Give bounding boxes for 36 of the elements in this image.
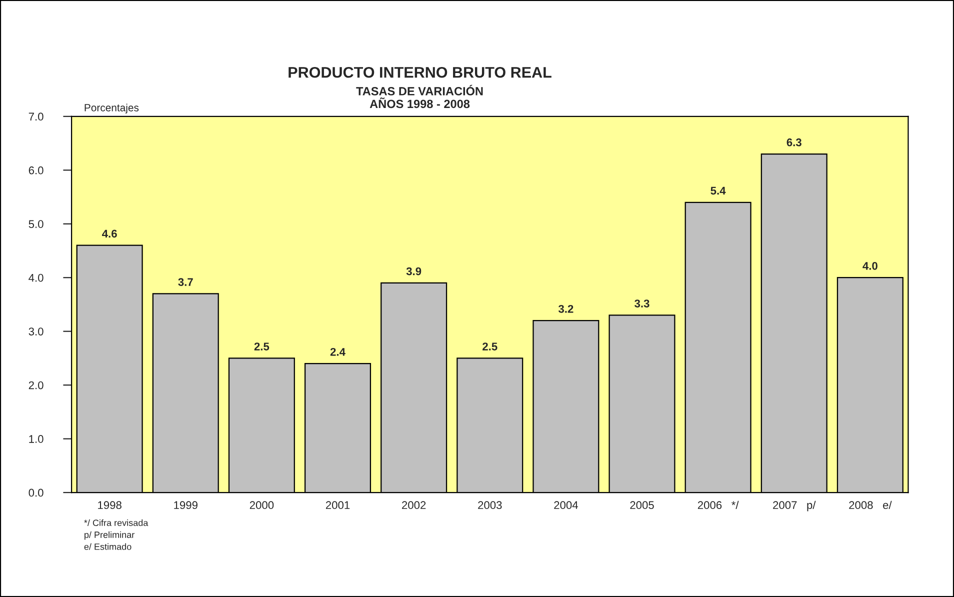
chart-subtitle: TASAS DE VARIACIÓN AÑOS 1998 - 2008 (356, 84, 483, 108)
data-label: 5.4 (710, 186, 726, 195)
data-label: 2.5 (482, 342, 498, 350)
y-tick-label: 1.0 (29, 435, 44, 443)
data-label: 3.9 (406, 267, 422, 276)
x-tick-label: 2001 (326, 501, 350, 510)
data-label: 2.4 (330, 348, 346, 356)
y-tick-label: 0.0 (28, 488, 44, 497)
text: */ Cifra revisada (84, 519, 148, 526)
y-tick-label: 7.0 (28, 112, 44, 121)
data-label: 2.5 (254, 342, 270, 350)
x-tick-label: 2002 (402, 501, 426, 510)
x-tick-label: 2003 (478, 501, 502, 510)
text: e/ Estimado (84, 543, 132, 550)
y-tick-label: 5.0 (28, 220, 44, 228)
data-label: 3.2 (558, 304, 574, 313)
x-tick-label: 2005 (630, 501, 654, 510)
y-tick-label: 2.0 (28, 381, 44, 390)
x-tick-label: 2007 p/ (773, 500, 816, 512)
data-label: 4.6 (102, 230, 117, 238)
x-tick-label: 2006 */ (698, 500, 739, 510)
data-label: 4.0 (862, 262, 878, 270)
data-label: 3.7 (178, 278, 193, 286)
x-tick-label: 2004 (554, 501, 578, 510)
y-tick-label: 3.0 (28, 328, 44, 336)
x-tick-label: 2000 (250, 501, 274, 510)
data-label: 3.3 (634, 300, 650, 308)
x-tick-label: 1998 (98, 501, 122, 510)
y-tick-label: 4.0 (28, 274, 44, 282)
x-tick-label: 2008 e/ (849, 500, 892, 510)
x-tick-label: 1999 (174, 501, 198, 510)
text: p/ Preliminar (84, 531, 134, 540)
y-axis-title: Porcentajes (84, 104, 139, 114)
data-label: 6.3 (786, 138, 802, 146)
y-tick-label: 6.0 (28, 166, 44, 174)
chart-title: PRODUCTO INTERNO BRUTO REAL (288, 66, 552, 78)
